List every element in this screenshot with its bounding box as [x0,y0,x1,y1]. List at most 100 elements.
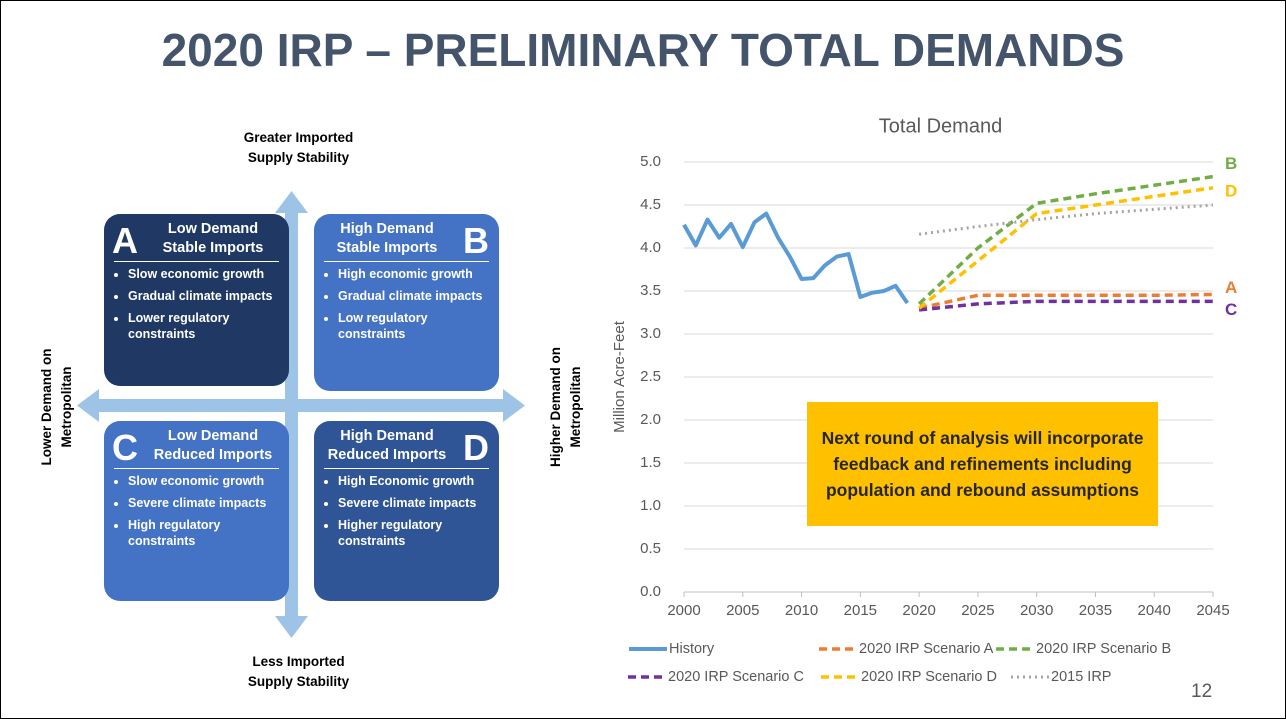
x-tick-label: 2045 [1196,602,1229,619]
legend-label: 2020 IRP Scenario C [668,669,804,685]
x-tick-label: 2005 [726,602,759,619]
annotation: Next round of analysis will incorporate … [807,402,1158,526]
bullet: Severe climate impacts [338,495,493,511]
quadrant-heading: Low Demand Stable Imports [148,220,278,258]
heading-line: Reduced Imports [153,447,273,463]
series-line [918,292,1214,310]
slide-title: 2020 IRP – PRELIMINARY TOTAL DEMANDS [161,24,1125,76]
page-number: 12 [1191,681,1213,702]
y-tick-label: 3.0 [640,325,661,342]
bullet: High Economic growth [338,473,493,489]
bullet: Low regulatory constraints [338,310,493,342]
divider [114,468,279,469]
divider [114,261,279,262]
bullet: Slow economic growth [128,473,283,489]
quadrant: C Low Demand Reduced Imports Slow economic … [104,421,289,601]
bullet-list: High Economic growth Severe climate impac… [324,473,493,555]
end-label: C [1225,300,1237,319]
bullet: Severe climate impacts [128,495,283,511]
y-tick-label: 4.5 [640,196,661,213]
heading-line: High Demand [340,221,434,237]
series-line [918,186,1214,310]
axis-label-line: Supply Stability [247,150,350,165]
axis-label-line: Metropolitan [59,366,74,448]
quadrant: A Low Demand Stable Imports Slow economic g… [104,214,289,386]
divider [324,261,489,262]
bullet: Slow economic growth [128,266,283,282]
bullet: High economic growth [338,266,493,282]
x-tick-label: 2020 [902,602,935,619]
x-tick-label: 2010 [785,602,818,619]
bullet: Gradual climate impacts [338,288,493,304]
end-label: D [1225,181,1237,200]
x-tick-label: 2040 [1138,602,1171,619]
x-tick-label: 2030 [1020,602,1053,619]
y-tick-label: 2.5 [640,368,661,385]
heading-line: High Demand [340,428,434,444]
arrow-head [275,191,308,213]
series-line [918,203,1214,236]
end-label: B [1225,154,1237,173]
x-tick-label: 2015 [844,602,877,619]
quadrant-letter: B [463,220,489,261]
bullet: Lower regulatory constraints [128,310,283,342]
end-label: A [1225,278,1237,297]
x-tick-label: 2000 [667,602,700,619]
heading-line: Reduced Imports [327,447,447,463]
heading-line: Low Demand [167,428,259,444]
bullet: High regulatory constraints [128,517,283,549]
quadrant: B High Demand Stable Imports High economic … [314,214,499,391]
axis-label-line: Higher Demand on [548,347,563,468]
bullet-list: Slow economic growth Severe climate impac… [114,473,283,555]
legend-label: 2015 IRP [1051,669,1111,685]
quadrant-heading: High Demand Stable Imports [322,220,452,258]
bullet-list: Slow economic growth Gradual climate impa… [114,266,283,348]
axis-label: Lower Demand on Metropolitan [37,297,77,517]
y-tick-label: 0.0 [640,583,661,600]
heading-line: Stable Imports [336,240,438,256]
arrow-head [275,616,308,638]
arrow-head [503,389,525,422]
axis-label: Less Imported Supply Stability [191,652,406,692]
y-tick-label: 1.0 [640,497,661,514]
y-tick-label: 5.0 [640,153,661,170]
chart-title: Total Demand [879,115,1002,137]
series-line [918,299,1213,312]
y-tick-label: 2.0 [640,411,661,428]
x-tick-label: 2035 [1079,602,1112,619]
quadrant-heading: Low Demand Reduced Imports [148,427,278,465]
quadrant-heading: High Demand Reduced Imports [322,427,452,465]
quadrant-letter: C [112,427,138,468]
legend-label: 2020 IRP Scenario D [861,669,997,685]
bullet-list: High economic growth Gradual climate impa… [324,266,493,348]
arrow-head [77,389,99,422]
divider [324,468,489,469]
y-tick-label: 3.5 [640,282,661,299]
heading-line: Low Demand [167,221,259,237]
series-line [917,174,1214,306]
x-tick-label: 2025 [961,602,994,619]
axis-label: Greater Imported Supply Stability [191,128,406,168]
series-line [682,211,910,305]
axis-label-line: Less Imported [252,654,345,669]
y-axis-label: Million Acre-Feet [611,320,628,433]
quadrant-letter: A [112,220,138,261]
quadrant: D High Demand Reduced Imports High Economic… [314,421,499,601]
axis-label-line: Greater Imported [243,130,354,145]
quadrant-letter: D [463,427,489,468]
axis-label-line: Supply Stability [247,674,350,689]
axis-label: Higher Demand on Metropolitan [546,297,586,517]
horizontal-arrow [96,399,506,412]
bullet: Higher regulatory constraints [338,517,493,549]
y-tick-label: 4.0 [640,239,661,256]
axis-label-line: Lower Demand on [39,348,54,466]
y-tick-label: 1.5 [640,454,661,471]
y-tick-label: 0.5 [640,540,661,557]
axis-label-line: Metropolitan [568,366,583,448]
legend-label: 2020 IRP Scenario A [859,641,994,657]
legend-label: History [669,641,715,657]
bullet: Gradual climate impacts [128,288,283,304]
legend-label: 2020 IRP Scenario B [1036,641,1171,657]
